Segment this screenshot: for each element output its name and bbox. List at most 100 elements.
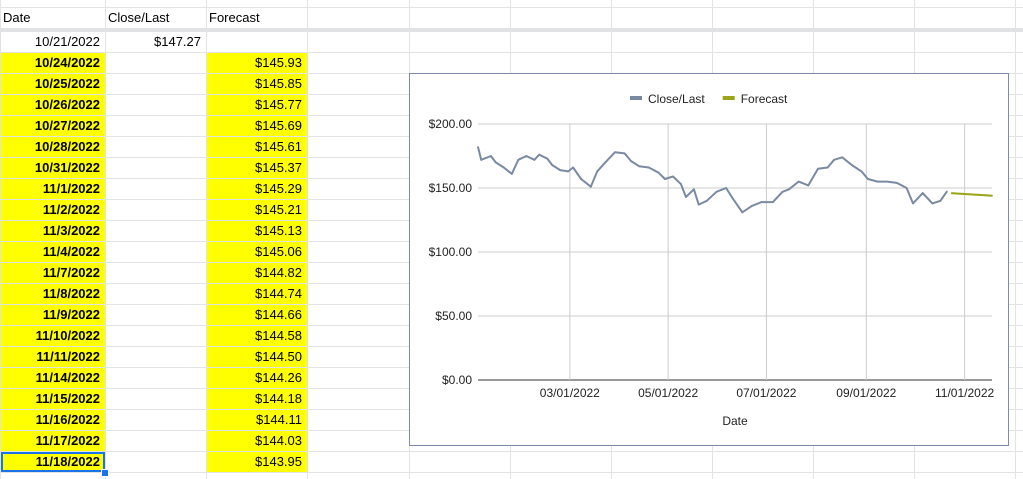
selected-date-cell[interactable]: 11/18/2022 bbox=[1, 452, 105, 472]
forecast-cell[interactable]: $144.66 bbox=[207, 305, 307, 325]
grid-column-line bbox=[0, 0, 1, 479]
freeze-divider bbox=[0, 28, 1023, 32]
forecast-point bbox=[989, 194, 992, 197]
close-last-point bbox=[546, 157, 549, 160]
close-last-point bbox=[525, 155, 528, 157]
close-cell[interactable] bbox=[106, 242, 206, 262]
date-cell[interactable]: 11/17/2022 bbox=[1, 431, 105, 451]
close-cell[interactable] bbox=[106, 95, 206, 115]
forecast-cell[interactable]: $144.74 bbox=[207, 284, 307, 304]
forecast-point bbox=[987, 194, 990, 197]
y-tick-label: $50.00 bbox=[435, 309, 472, 323]
date-cell[interactable]: 11/8/2022 bbox=[1, 284, 105, 304]
close-last-point bbox=[905, 187, 908, 189]
close-last-point bbox=[850, 164, 853, 166]
close-last-point bbox=[945, 190, 948, 193]
forecast-point bbox=[973, 193, 976, 196]
date-cell[interactable]: 11/16/2022 bbox=[1, 410, 105, 430]
forecast-cell[interactable]: $144.50 bbox=[207, 347, 307, 367]
close-cell[interactable] bbox=[106, 326, 206, 346]
close-last-point bbox=[647, 166, 650, 169]
forecast-cell[interactable]: $144.82 bbox=[207, 263, 307, 283]
x-tick-label: 05/01/2022 bbox=[638, 386, 698, 400]
forecast-cell[interactable]: $144.18 bbox=[207, 389, 307, 409]
date-cell[interactable]: 10/25/2022 bbox=[1, 74, 105, 94]
close-cell[interactable]: $147.27 bbox=[154, 34, 201, 49]
x-tick-label: 07/01/2022 bbox=[736, 386, 796, 400]
close-cell[interactable] bbox=[106, 221, 206, 241]
close-cell[interactable] bbox=[106, 431, 206, 451]
forecast-cell[interactable]: $144.58 bbox=[207, 326, 307, 346]
forecast-cell[interactable]: $144.26 bbox=[207, 368, 307, 388]
date-cell[interactable]: 11/14/2022 bbox=[1, 368, 105, 388]
forecast-cell[interactable]: $145.61 bbox=[207, 137, 307, 157]
forecast-point bbox=[976, 193, 979, 196]
date-cell[interactable]: 10/21/2022 bbox=[34, 34, 100, 49]
forecast-point bbox=[952, 192, 955, 195]
close-cell[interactable] bbox=[106, 158, 206, 178]
forecast-cell[interactable]: $145.85 bbox=[207, 74, 307, 94]
date-cell[interactable]: 11/7/2022 bbox=[1, 263, 105, 283]
close-last-point bbox=[797, 180, 800, 183]
close-last-point bbox=[921, 192, 924, 195]
close-cell[interactable] bbox=[106, 200, 206, 220]
forecast-cell[interactable]: $145.37 bbox=[207, 158, 307, 178]
date-cell[interactable]: 10/26/2022 bbox=[1, 95, 105, 115]
close-last-point bbox=[931, 202, 934, 205]
forecast-point bbox=[962, 193, 964, 195]
close-cell[interactable] bbox=[106, 263, 206, 283]
close-cell[interactable] bbox=[106, 137, 206, 157]
forecast-cell[interactable]: $143.95 bbox=[207, 452, 307, 472]
date-cell[interactable]: 11/4/2022 bbox=[1, 242, 105, 262]
forecast-cell[interactable]: $145.69 bbox=[207, 116, 307, 136]
date-cell[interactable]: 10/24/2022 bbox=[1, 53, 105, 73]
close-last-point bbox=[614, 151, 616, 154]
close-last-point bbox=[781, 190, 784, 193]
close-last-point bbox=[477, 146, 479, 148]
close-cell[interactable] bbox=[106, 116, 206, 136]
forecast-cell[interactable]: $145.06 bbox=[207, 242, 307, 262]
date-cell[interactable]: 11/15/2022 bbox=[1, 389, 105, 409]
close-cell[interactable] bbox=[106, 347, 206, 367]
forecast-cell[interactable]: $144.11 bbox=[207, 410, 307, 430]
close-last-point bbox=[494, 161, 497, 164]
header-forecast[interactable]: Forecast bbox=[209, 10, 260, 25]
date-cell[interactable]: 10/31/2022 bbox=[1, 158, 105, 178]
close-cell[interactable] bbox=[106, 410, 206, 430]
close-cell[interactable] bbox=[106, 53, 206, 73]
forecast-cell[interactable]: $145.29 bbox=[207, 179, 307, 199]
date-cell[interactable]: 11/11/2022 bbox=[1, 347, 105, 367]
date-cell[interactable]: 11/10/2022 bbox=[1, 326, 105, 346]
close-cell[interactable] bbox=[106, 74, 206, 94]
line-chart[interactable]: $0.00 $50.00 $100.00 $150.00 $200.00 03/01/20… bbox=[409, 73, 1009, 446]
close-cell[interactable] bbox=[106, 452, 206, 472]
date-cell[interactable]: 10/27/2022 bbox=[1, 116, 105, 136]
close-last-point bbox=[693, 188, 695, 191]
forecast-cell[interactable]: $145.77 bbox=[207, 95, 307, 115]
x-tick-label: 09/01/2022 bbox=[836, 386, 896, 400]
close-cell[interactable] bbox=[106, 389, 206, 409]
close-cell[interactable] bbox=[106, 305, 206, 325]
close-cell[interactable] bbox=[106, 368, 206, 388]
close-last-series-line bbox=[477, 146, 948, 214]
date-cell[interactable]: 11/1/2022 bbox=[1, 179, 105, 199]
fill-handle[interactable] bbox=[101, 469, 109, 477]
forecast-cell[interactable]: $144.03 bbox=[207, 431, 307, 451]
forecast-cell[interactable]: $145.93 bbox=[207, 53, 307, 73]
date-cell[interactable]: 10/28/2022 bbox=[1, 137, 105, 157]
forecast-point bbox=[991, 194, 993, 197]
header-date[interactable]: Date bbox=[3, 10, 31, 25]
grid-column-line bbox=[206, 0, 207, 479]
header-close-last[interactable]: Close/Last bbox=[108, 10, 170, 25]
close-last-point bbox=[731, 197, 734, 200]
forecast-cell[interactable] bbox=[207, 32, 307, 52]
y-tick-label: $100.00 bbox=[429, 245, 473, 259]
close-cell[interactable] bbox=[106, 179, 206, 199]
forecast-point bbox=[965, 193, 968, 196]
date-cell[interactable]: 11/9/2022 bbox=[1, 305, 105, 325]
date-cell[interactable]: 11/2/2022 bbox=[1, 200, 105, 220]
forecast-cell[interactable]: $145.13 bbox=[207, 221, 307, 241]
forecast-cell[interactable]: $145.21 bbox=[207, 200, 307, 220]
date-cell[interactable]: 11/3/2022 bbox=[1, 221, 105, 241]
close-cell[interactable] bbox=[106, 284, 206, 304]
